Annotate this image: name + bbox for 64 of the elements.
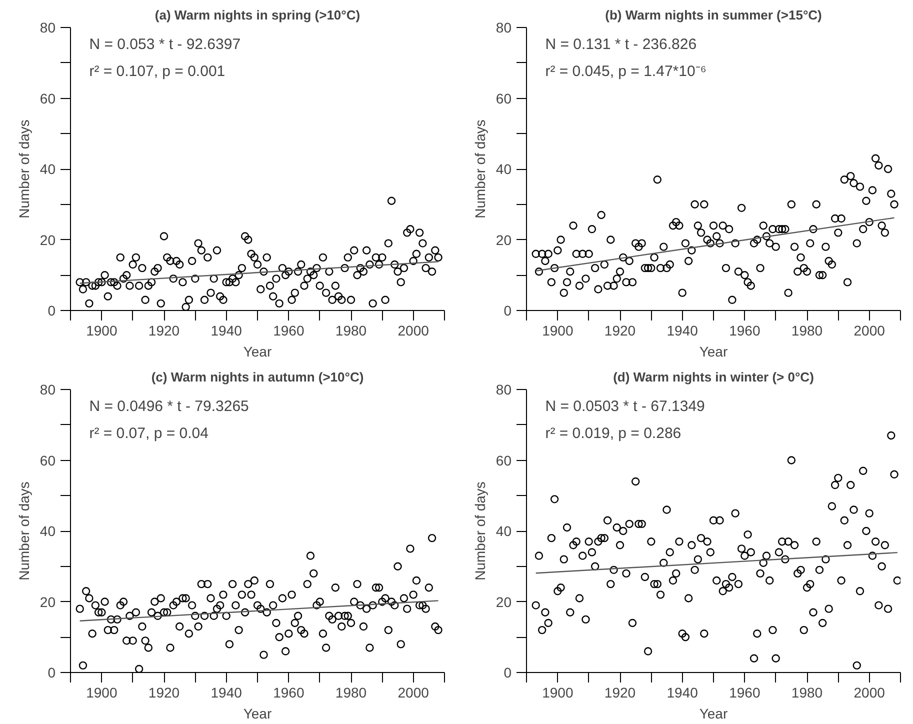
x-tick-label: 1920 bbox=[604, 322, 636, 338]
y-tick-label: 80 bbox=[496, 382, 512, 398]
x-axis-title: Year bbox=[699, 344, 728, 360]
x-axis-title: Year bbox=[699, 706, 728, 722]
y-tick-label: 60 bbox=[40, 452, 56, 468]
annotation: N = 0.053 * t - 92.6397 bbox=[89, 36, 241, 53]
y-axis-title: Number of days bbox=[16, 120, 32, 218]
x-tick-label: 1940 bbox=[210, 322, 242, 338]
x-tick-label: 1980 bbox=[791, 322, 823, 338]
y-axis-title: Number of days bbox=[472, 120, 488, 218]
y-tick-label: 20 bbox=[496, 594, 512, 610]
chart-title: (c) Warm nights in autumn (>10°C) bbox=[151, 370, 364, 384]
annotation: r² = 0.019, p = 0.286 bbox=[545, 424, 682, 442]
x-tick-label: 2000 bbox=[398, 684, 430, 700]
x-tick-label: 1980 bbox=[335, 322, 367, 338]
x-tick-label: 2000 bbox=[854, 684, 886, 700]
annotation: N = 0.0496 * t - 79.3265 bbox=[89, 398, 249, 415]
y-tick-label: 0 bbox=[48, 302, 56, 318]
x-tick-label: 1940 bbox=[666, 322, 698, 338]
annotation: N = 0.131 * t - 236.826 bbox=[545, 36, 697, 53]
annotation: N = 0.0503 * t - 67.1349 bbox=[545, 398, 705, 415]
x-tick-label: 1940 bbox=[210, 684, 242, 700]
x-tick-label: 1980 bbox=[335, 684, 367, 700]
chart-title: (d) Warm nights in winter (> 0°C) bbox=[613, 370, 814, 384]
x-tick-label: 1900 bbox=[542, 322, 574, 338]
y-tick-label: 0 bbox=[504, 302, 512, 318]
x-tick-label: 1920 bbox=[604, 684, 636, 700]
x-tick-label: 2000 bbox=[398, 322, 430, 338]
y-tick-label: 40 bbox=[496, 161, 512, 177]
y-tick-label: 80 bbox=[40, 20, 56, 36]
y-axis-title: Number of days bbox=[16, 482, 32, 580]
x-tick-label: 1960 bbox=[273, 684, 304, 700]
x-axis-title: Year bbox=[243, 706, 272, 722]
annotation: r² = 0.045, p = 1.47*10⁻⁶ bbox=[545, 62, 706, 80]
annotation: r² = 0.107, p = 0.001 bbox=[89, 62, 226, 80]
y-tick-label: 0 bbox=[48, 664, 56, 680]
x-tick-label: 1940 bbox=[666, 684, 698, 700]
y-tick-label: 40 bbox=[40, 523, 56, 539]
x-tick-label: 1960 bbox=[273, 322, 304, 338]
y-axis-title: Number of days bbox=[472, 482, 488, 580]
y-tick-label: 0 bbox=[504, 664, 512, 680]
y-tick-label: 40 bbox=[496, 523, 512, 539]
y-tick-label: 80 bbox=[40, 382, 56, 398]
x-tick-label: 1900 bbox=[86, 322, 118, 338]
y-tick-label: 20 bbox=[496, 232, 512, 248]
annotation: r² = 0.07, p = 0.04 bbox=[89, 424, 208, 442]
x-tick-label: 2000 bbox=[854, 322, 886, 338]
x-tick-label: 1920 bbox=[148, 684, 180, 700]
y-tick-label: 20 bbox=[40, 232, 56, 248]
y-tick-label: 60 bbox=[40, 90, 56, 106]
y-tick-label: 60 bbox=[496, 90, 512, 106]
y-tick-label: 40 bbox=[40, 161, 56, 177]
x-tick-label: 1960 bbox=[729, 684, 760, 700]
y-tick-label: 80 bbox=[496, 20, 512, 36]
y-tick-label: 60 bbox=[496, 452, 512, 468]
x-axis-title: Year bbox=[243, 344, 272, 360]
x-tick-label: 1920 bbox=[148, 322, 180, 338]
x-tick-label: 1980 bbox=[791, 684, 823, 700]
x-tick-label: 1900 bbox=[542, 684, 574, 700]
chart-title: (a) Warm nights in spring (>10°C) bbox=[154, 8, 360, 22]
chart-title: (b) Warm nights in summer (>15°C) bbox=[605, 8, 822, 22]
x-tick-label: 1900 bbox=[86, 684, 118, 700]
y-tick-label: 20 bbox=[40, 594, 56, 610]
x-tick-label: 1960 bbox=[729, 322, 760, 338]
